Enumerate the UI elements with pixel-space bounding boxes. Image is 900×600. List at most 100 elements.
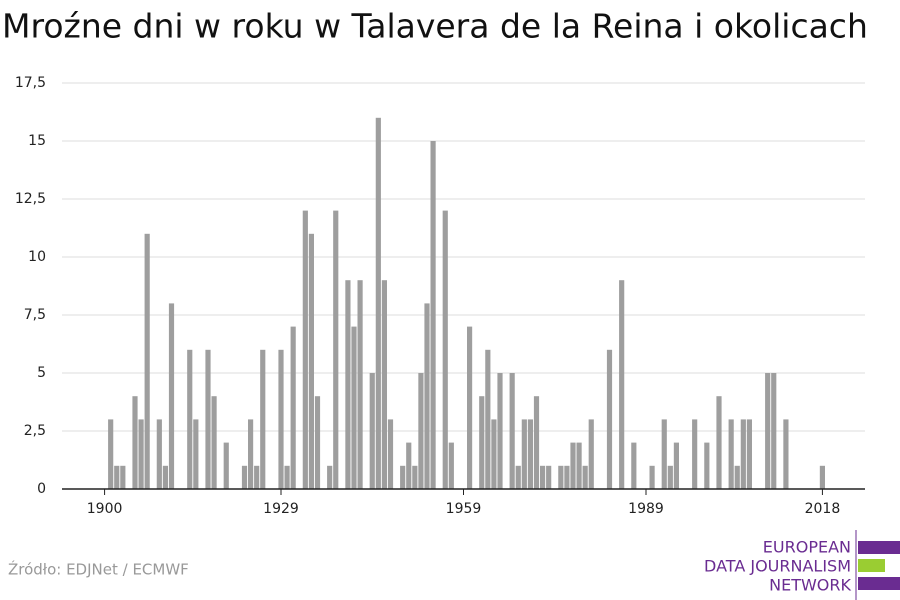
bar [521,419,527,489]
bar [412,465,418,489]
bar [168,303,175,489]
bar [716,396,722,489]
bar [673,442,680,489]
bar [667,465,673,489]
bar [740,419,746,489]
bar [345,280,351,489]
bar [582,465,588,489]
x-tick-label: 1989 [628,501,664,517]
bar [406,442,412,489]
bar [381,280,388,489]
y-tick-label: 7,5 [24,307,46,323]
bar [783,419,789,489]
bar [728,419,734,489]
bar [661,419,667,489]
bar [138,419,144,489]
bar [260,349,266,489]
bar [485,349,491,489]
bar [254,465,260,489]
bar [418,373,424,489]
bar [491,419,497,489]
bar [533,396,540,489]
bar [211,396,217,489]
bar [509,373,515,489]
bar [424,303,430,489]
bar [539,465,546,489]
bar [564,465,570,489]
x-tick-label: 1900 [87,501,123,517]
bar [114,465,120,489]
bar [588,419,594,489]
bar [108,419,114,489]
bar [290,326,296,489]
source: Źródło: EDJNet / ECMWF [8,560,189,579]
bar [132,396,138,489]
bar [546,465,552,489]
y-tick-label: 15 [28,133,46,149]
logo-bar [858,577,900,590]
bar [302,210,308,489]
bar [223,442,229,489]
logo-bar [858,541,900,554]
bar [308,233,315,489]
bar [369,373,375,489]
logo-text: NETWORK [769,576,851,595]
bar [327,465,333,489]
logo-bar [858,559,885,572]
bar [205,349,211,489]
y-tick-label: 5 [37,365,46,381]
x-tick-label: 2018 [805,501,841,517]
bar [576,442,582,489]
logo-text: DATA JOURNALISM [704,557,851,576]
logo-text: EUROPEAN [763,538,851,557]
y-tick-label: 12,5 [15,191,46,207]
bar [144,233,150,489]
bar [241,465,248,489]
bar [619,280,625,489]
bar [351,326,357,489]
bar [570,442,576,489]
y-tick-label: 10 [28,249,46,265]
bar [375,117,381,490]
bar [606,349,613,489]
bar [466,326,473,489]
bar [527,419,534,489]
bar [314,396,321,489]
bar [746,419,753,489]
bar [120,465,126,489]
y-tick-label: 2,5 [24,423,46,439]
bar [333,210,339,489]
x-tick-label: 1929 [263,501,299,517]
y-tick-label: 17,5 [15,75,46,91]
bar [278,349,284,489]
x-tick-label: 1959 [446,501,482,517]
bar [156,419,162,489]
bar [193,419,199,489]
bar [387,419,394,489]
chart-title: Mroźne dni w roku w Talavera de la Reina… [2,7,868,46]
bar [247,419,254,489]
bar [734,465,740,489]
bar [187,349,193,489]
bar [442,210,448,489]
bar [631,442,637,489]
bar [819,465,826,489]
bar [448,442,454,489]
bar [649,465,655,489]
y-tick-label: 0 [37,481,46,497]
bar [162,465,169,489]
bar [692,419,698,489]
bar [357,280,363,489]
bar [400,465,406,489]
bar [479,396,485,489]
bar [704,442,710,489]
bar [497,373,503,489]
logo: EUROPEAN DATA JOURNALISM NETWORK [704,530,900,600]
bar [765,373,771,489]
bar [284,465,290,489]
bar [558,465,564,489]
bar [771,373,777,489]
bar [430,141,436,489]
bar [515,465,521,489]
